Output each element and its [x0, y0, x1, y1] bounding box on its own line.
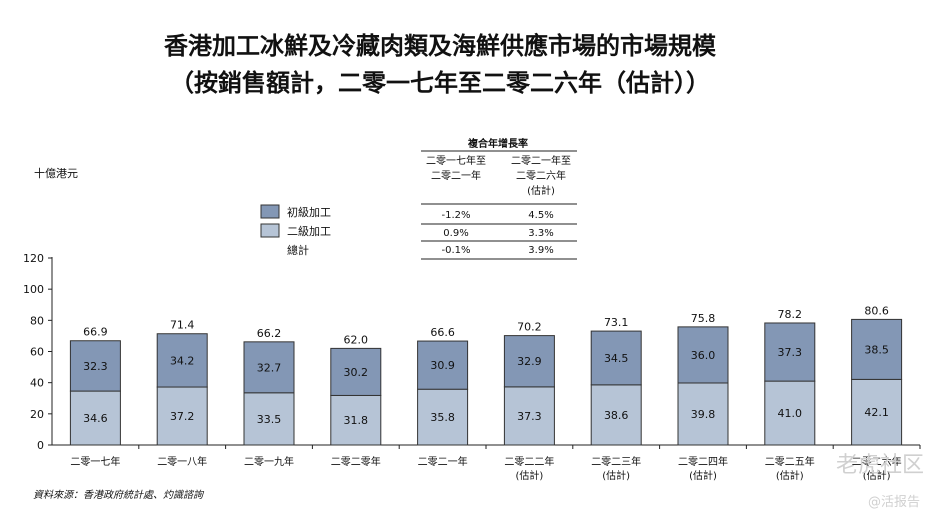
- cagr-value: 3.3%: [528, 228, 553, 239]
- bar-segment-primary: [330, 347, 382, 396]
- data-label: 36.0: [691, 349, 716, 362]
- total-label: 66.2: [257, 327, 282, 340]
- bar-segment-secondary: [851, 378, 903, 446]
- cagr-col1-header: 二零二一年: [431, 169, 481, 182]
- cagr-value: -0.1%: [441, 245, 470, 256]
- cagr-header: 複合年增長率: [467, 137, 528, 150]
- bar-segment-primary: [677, 326, 729, 384]
- bar-segment-secondary: [243, 392, 295, 446]
- total-label: 80.6: [864, 304, 889, 317]
- total-label: 75.8: [691, 312, 716, 325]
- data-label: 35.8: [430, 411, 455, 424]
- legend-label: 二級加工: [287, 225, 331, 238]
- chart-title-line1: 香港加工冰鮮及冷藏肉類及海鮮供應市場的市場規模: [164, 32, 717, 60]
- cagr-col2-header: 二零二一年至: [511, 154, 571, 167]
- data-label: 38.5: [864, 343, 889, 356]
- bar-segment-primary: [851, 318, 903, 380]
- data-label: 32.3: [83, 360, 108, 373]
- data-label: 37.2: [170, 410, 195, 423]
- y-tick-label: 100: [23, 283, 44, 296]
- cagr-col1-header: 二零一七年至: [426, 154, 486, 167]
- data-label: 42.1: [864, 406, 889, 419]
- x-tick-label: 二零一八年: [157, 455, 207, 468]
- total-label: 70.2: [517, 321, 542, 334]
- x-tick-label: 二零二一年: [418, 455, 468, 468]
- y-tick-label: 60: [30, 346, 44, 359]
- watermark: 老虎社区: [836, 453, 924, 478]
- bar-segment-primary: [417, 340, 469, 390]
- bar-segment-primary: [69, 340, 121, 392]
- data-label: 31.8: [344, 414, 369, 427]
- y-tick-label: 20: [30, 408, 44, 421]
- x-tick-label: 二零二三年: [591, 455, 641, 468]
- legend-swatch: [260, 204, 280, 219]
- x-tick-label: (估計): [689, 469, 717, 482]
- x-tick-label: 二零一七年: [70, 455, 120, 468]
- y-tick-label: 80: [30, 314, 44, 327]
- bar-segment-secondary: [677, 382, 729, 446]
- cagr-col2-header: (估計): [527, 184, 555, 197]
- bar-segment-primary: [764, 322, 816, 382]
- data-label: 39.8: [691, 408, 716, 421]
- cagr-value: -1.2%: [441, 210, 470, 221]
- bars: 34.6 32.3 66.9 二零一七年 37.2 34.2 71.4 二零一八年 33.5 32…: [69, 304, 903, 482]
- bar-segment-secondary: [417, 388, 469, 446]
- x-tick-label: 二零二四年: [678, 455, 728, 468]
- legend-swatch: [260, 223, 280, 238]
- bar-segment-secondary: [69, 390, 121, 446]
- data-label: 41.0: [778, 407, 803, 420]
- total-label: 78.2: [778, 308, 803, 321]
- x-tick-label: 二零二零年: [331, 455, 381, 468]
- data-label: 37.3: [517, 410, 542, 423]
- x-tick-label: 二零二二年: [504, 455, 554, 468]
- data-label: 32.9: [517, 355, 542, 368]
- data-label: 32.7: [257, 361, 282, 374]
- x-tick-label: (估計): [776, 469, 804, 482]
- x-tick-label: 二零一九年: [244, 455, 294, 468]
- legend-label: 初級加工: [287, 205, 331, 219]
- x-tick-label: 二零二六年: [852, 455, 902, 468]
- data-label: 33.5: [257, 413, 282, 426]
- bar-segment-secondary: [590, 384, 642, 446]
- total-label: 73.1: [604, 316, 629, 329]
- bar-segment-secondary: [503, 386, 555, 446]
- x-tick-label: 二零二五年: [765, 455, 815, 468]
- data-label: 30.2: [344, 366, 369, 379]
- chart-title-line2: （按銷售額計，二零一七年至二零二六年（估計））: [170, 69, 710, 97]
- data-label: 34.6: [83, 412, 108, 425]
- data-label: 34.2: [170, 354, 195, 367]
- unit-label: 十億港元: [34, 166, 78, 180]
- total-label: 66.6: [430, 326, 455, 339]
- bar-segment-primary: [503, 335, 555, 388]
- x-tick-label: (估計): [863, 469, 891, 482]
- data-label: 30.9: [430, 359, 455, 372]
- source-note: 資料來源：香港政府統計處、灼識諮詢: [33, 489, 205, 501]
- cagr-value: 0.9%: [443, 228, 468, 239]
- cagr-value: 4.5%: [528, 210, 553, 221]
- total-label: 71.4: [170, 319, 195, 332]
- y-tick-label: 0: [37, 439, 44, 452]
- data-label: 34.5: [604, 352, 629, 365]
- x-tick-label: (估計): [515, 469, 543, 482]
- data-label: 38.6: [604, 409, 629, 422]
- total-label: 62.0: [344, 333, 369, 346]
- cagr-value: 3.9%: [528, 245, 553, 256]
- y-tick-label: 120: [23, 252, 44, 265]
- total-label: 66.9: [83, 326, 108, 339]
- bar-segment-primary: [590, 330, 642, 386]
- cagr-col2-header: 二零二六年: [516, 169, 566, 182]
- bar-segment-primary: [243, 341, 295, 394]
- x-tick-label: (估計): [602, 469, 630, 482]
- y-tick-label: 40: [30, 377, 44, 390]
- data-label: 37.3: [778, 346, 803, 359]
- bar-segment-primary: [156, 333, 208, 388]
- legend-label-total: 總計: [287, 243, 309, 257]
- bar-segment-secondary: [764, 380, 816, 446]
- watermark-sub: @活报告: [868, 495, 920, 510]
